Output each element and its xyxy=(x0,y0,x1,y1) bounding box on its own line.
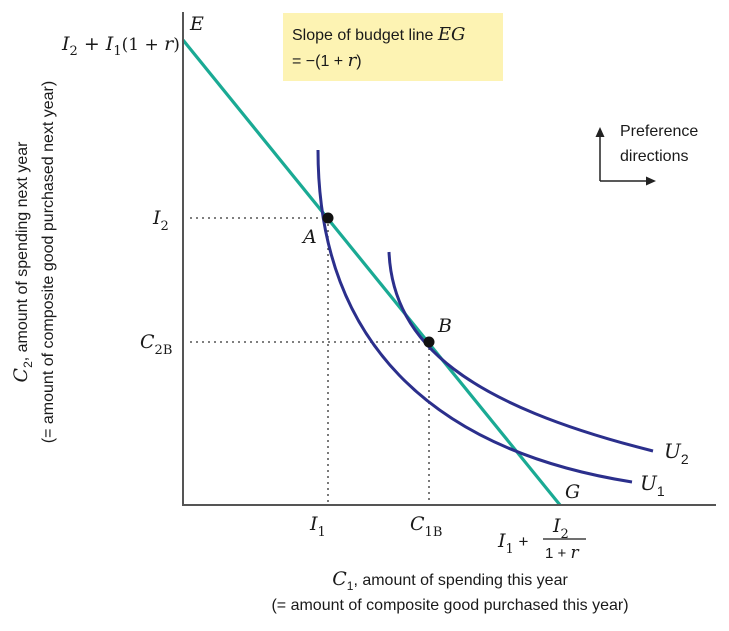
preference-label-line1: Preference xyxy=(620,123,698,140)
x-tick-c1b: C1B xyxy=(410,513,442,540)
y-axis-subtitle: (= amount of composite good purchased ne… xyxy=(40,81,57,443)
y-axis-title: C2, amount of spending next year xyxy=(10,141,35,383)
budget-line-start-label: E xyxy=(189,13,204,35)
slope-callout-line2: = −(1 + r) xyxy=(292,50,362,71)
svg-text:I1 +: I1 + xyxy=(497,530,529,557)
preference-label-line2: directions xyxy=(620,148,688,165)
y-tick-c2b: C2B xyxy=(140,331,172,358)
point-a-label: A xyxy=(301,226,317,248)
svg-text:I2: I2 xyxy=(552,515,569,542)
curve-u1-label: U1 xyxy=(640,471,665,499)
y-axis-subtitle-group: (= amount of composite good purchased ne… xyxy=(40,81,57,443)
x-tick-i1: I1 xyxy=(309,513,326,540)
y-axis-top-label: I2 + I1(1 + r) xyxy=(61,33,180,59)
budget-line-end-label: G xyxy=(565,481,580,503)
point-a xyxy=(322,212,334,224)
y-tick-i2: I2 xyxy=(152,207,169,234)
budget-line-eg xyxy=(181,38,562,507)
svg-text:1 + r: 1 + r xyxy=(545,543,579,563)
point-b-label: B xyxy=(437,315,452,337)
point-b xyxy=(423,336,435,348)
slope-callout-line1: Slope of budget line EG xyxy=(292,24,465,45)
curve-u2-label: U2 xyxy=(664,439,689,467)
x-axis-title: C1, amount of spending this year xyxy=(332,568,568,593)
indifference-curve-u2 xyxy=(387,251,654,453)
slope-callout-box xyxy=(283,13,503,81)
x-axis-end-label: I1 + I2 1 + r xyxy=(497,515,586,563)
indifference-curve-u1 xyxy=(316,149,633,484)
x-axis-subtitle: (= amount of composite good purchased th… xyxy=(271,597,628,614)
y-axis-title-group: C2, amount of spending next year xyxy=(10,141,35,383)
arrows-up-right-icon xyxy=(595,127,656,186)
